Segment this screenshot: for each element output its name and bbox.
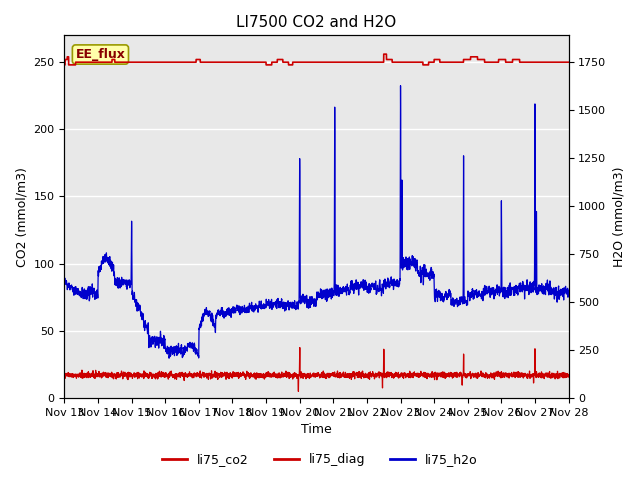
Legend: li75_co2, li75_diag, li75_h2o: li75_co2, li75_diag, li75_h2o — [157, 448, 483, 471]
X-axis label: Time: Time — [301, 423, 332, 436]
Title: LI7500 CO2 and H2O: LI7500 CO2 and H2O — [236, 15, 397, 30]
Y-axis label: H2O (mmol/m3): H2O (mmol/m3) — [612, 167, 625, 267]
Text: EE_flux: EE_flux — [76, 48, 125, 61]
Y-axis label: CO2 (mmol/m3): CO2 (mmol/m3) — [15, 167, 28, 266]
